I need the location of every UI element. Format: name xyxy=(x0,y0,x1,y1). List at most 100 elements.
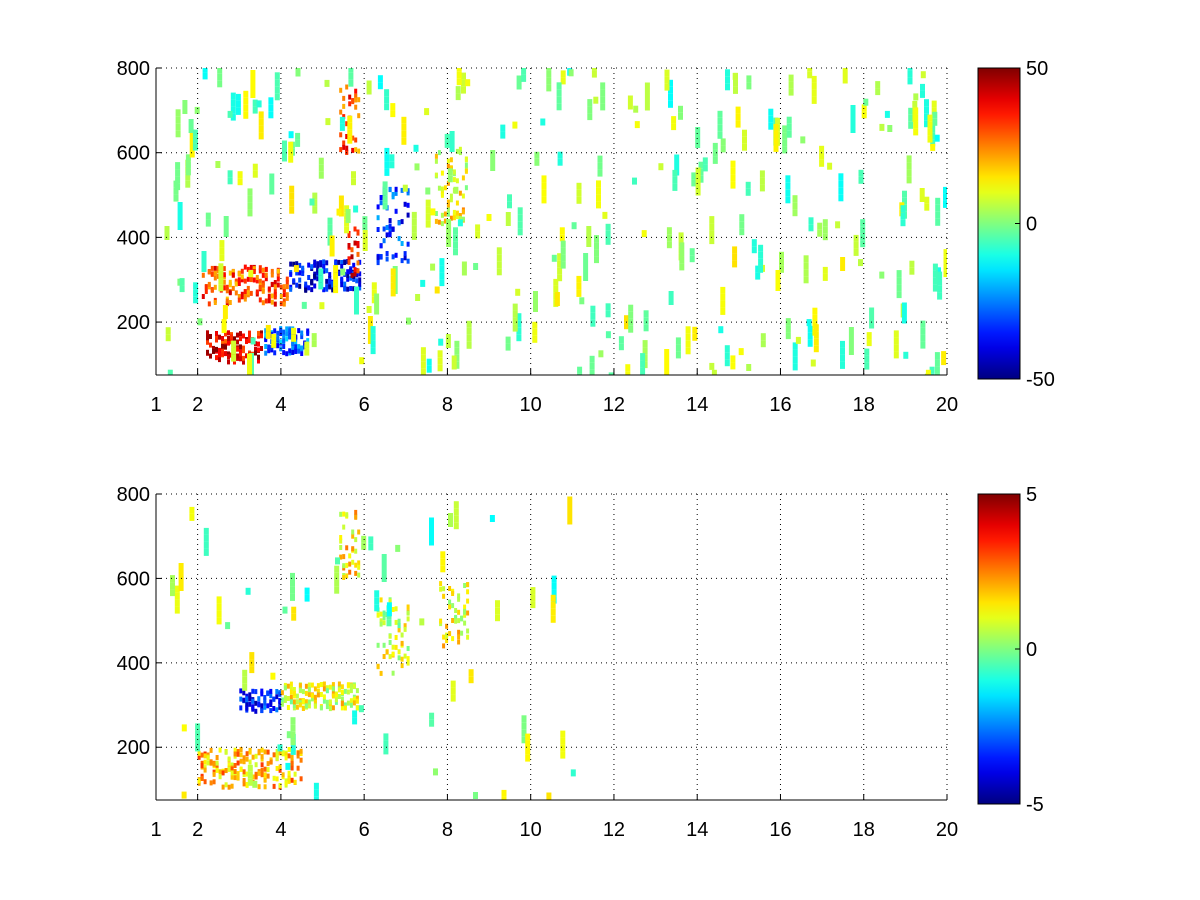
heatmap-cell xyxy=(242,676,248,684)
heatmap-cell xyxy=(247,188,253,196)
heatmap-cell xyxy=(284,781,288,786)
heatmap-cell xyxy=(920,320,926,328)
heatmap-cell xyxy=(240,291,244,297)
heatmap-cell xyxy=(222,285,226,291)
heatmap-cell xyxy=(340,684,344,690)
heatmap-cell xyxy=(193,296,199,304)
heatmap-cell xyxy=(295,68,301,70)
heatmap-cell xyxy=(466,582,470,588)
heatmap-cell xyxy=(521,729,527,737)
heatmap-cell xyxy=(460,630,464,636)
heatmap-cell xyxy=(605,303,611,311)
heatmap-cell xyxy=(275,707,279,713)
heatmap-cell xyxy=(813,331,819,339)
heatmap-cell xyxy=(779,265,784,273)
heatmap-cell xyxy=(557,274,563,282)
heatmap-cell xyxy=(674,161,680,169)
x-tick-label: 18 xyxy=(853,819,875,841)
heatmap-cell xyxy=(379,597,383,603)
heatmap-cell xyxy=(913,114,919,122)
heatmap-cell xyxy=(257,748,261,754)
heatmap-cell xyxy=(293,779,297,785)
heatmap-cell xyxy=(245,705,249,711)
heatmap-cell xyxy=(281,772,285,778)
heatmap-cell xyxy=(553,285,559,293)
heatmap-cell xyxy=(264,350,268,356)
heatmap-cell xyxy=(920,327,926,335)
heatmap-cell xyxy=(245,751,249,757)
heatmap-cell xyxy=(817,229,823,237)
heatmap-cell xyxy=(258,265,262,271)
heatmap-cell xyxy=(361,542,367,550)
heatmap-cell xyxy=(273,288,277,294)
heatmap-cell xyxy=(391,644,395,650)
heatmap-cell xyxy=(556,82,562,90)
heatmap-cell xyxy=(334,586,340,594)
heatmap-cell xyxy=(270,672,276,680)
heatmap-cell xyxy=(218,352,221,358)
heatmap-cell xyxy=(319,705,323,711)
heatmap-cell xyxy=(337,687,341,693)
heatmap-cell xyxy=(242,345,245,351)
heatmap-cell xyxy=(788,74,794,82)
heatmap-cell xyxy=(201,294,205,299)
heatmap-cell xyxy=(263,766,267,772)
heatmap-cell xyxy=(453,227,458,235)
heatmap-cell xyxy=(298,270,302,276)
heatmap-cell xyxy=(348,553,352,559)
heatmap-cell xyxy=(556,89,562,97)
heatmap-cell xyxy=(288,328,292,334)
heatmap-cell xyxy=(200,752,204,758)
heatmap-cell xyxy=(245,696,249,702)
heatmap-cell xyxy=(751,239,757,247)
heatmap-cell xyxy=(464,162,468,168)
heatmap-cell xyxy=(289,199,295,207)
heatmap-cell xyxy=(385,649,389,655)
heatmap-cell xyxy=(218,334,221,340)
heatmap-cell xyxy=(860,219,866,227)
heatmap-cell xyxy=(838,194,844,202)
heatmap-cell xyxy=(440,186,444,192)
heatmap-cell xyxy=(903,351,909,359)
heatmap-cell xyxy=(379,195,383,200)
heatmap-cell xyxy=(224,782,228,788)
heatmap-cell xyxy=(775,117,781,125)
heatmap-cell xyxy=(576,182,582,190)
heatmap-cell xyxy=(457,634,461,640)
heatmap-cell xyxy=(345,562,349,568)
heatmap-cell xyxy=(924,99,929,107)
heatmap-cell xyxy=(664,69,670,77)
heatmap-cell xyxy=(340,705,344,711)
heatmap-cell xyxy=(454,347,460,355)
heatmap-cell xyxy=(576,196,582,204)
heatmap-cell xyxy=(351,178,356,186)
heatmap-cell xyxy=(233,359,236,365)
heatmap-cell xyxy=(560,261,566,269)
heatmap-cell xyxy=(695,174,701,182)
heatmap-cell xyxy=(239,747,243,752)
heatmap-cell xyxy=(379,621,383,627)
heatmap-cell xyxy=(516,320,522,328)
heatmap-cell xyxy=(512,121,518,129)
heatmap-cell xyxy=(450,694,456,702)
heatmap-cell xyxy=(370,340,376,348)
heatmap-cell xyxy=(350,247,354,253)
heatmap-cell xyxy=(751,246,757,254)
heatmap-cell xyxy=(291,606,297,614)
heatmap-cell xyxy=(313,262,317,268)
heatmap-cell xyxy=(554,299,560,306)
heatmap-cell xyxy=(347,129,353,137)
heatmap-cell xyxy=(294,344,298,350)
heatmap-cell xyxy=(353,205,359,213)
heatmap-cell xyxy=(290,731,296,739)
heatmap-cell xyxy=(219,240,225,248)
heatmap-cell xyxy=(446,207,450,213)
heatmap-cell xyxy=(445,334,451,341)
heatmap-cell xyxy=(312,192,318,200)
heatmap-cell xyxy=(269,759,273,765)
heatmap-cell xyxy=(530,587,536,595)
heatmap-cell xyxy=(189,506,195,514)
heatmap-cell xyxy=(893,351,899,359)
x-tick-label: 2 xyxy=(192,394,203,416)
